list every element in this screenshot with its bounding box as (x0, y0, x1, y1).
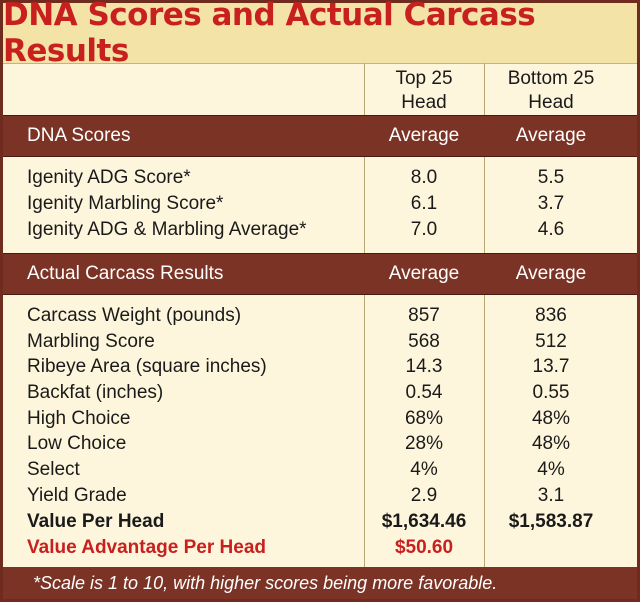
table-row: Select 4% 4% (3, 457, 637, 482)
row-label: Select (27, 459, 80, 480)
column-header-bottom25-line2: Head (528, 92, 574, 113)
row-label: Yield Grade (27, 485, 127, 506)
row-value-bottom: 3.7 (537, 193, 565, 214)
table-row: Yield Grade 2.9 3.1 (3, 483, 637, 508)
row-value-top: $50.60 (394, 537, 454, 558)
row-value-top: 14.3 (405, 356, 443, 377)
row-value-bottom: 3.1 (537, 485, 565, 506)
column-header-top25-line1: Top 25 (395, 68, 453, 89)
table-title: DNA Scores and Actual Carcass Results (3, 0, 637, 69)
row-value-top: 6.1 (410, 193, 438, 214)
section-title: Actual Carcass Results (27, 263, 224, 284)
table-row: High Choice 68% 48% (3, 406, 637, 431)
row-value-top: 857 (408, 305, 440, 326)
column-divider-right (484, 63, 485, 567)
table-row: Igenity ADG & Marbling Average* 7.0 4.6 (3, 217, 637, 242)
section-title: DNA Scores (27, 125, 131, 146)
column-divider-left (364, 63, 365, 567)
row-value-top: 0.54 (405, 382, 443, 403)
row-value-bottom: 4% (537, 459, 565, 480)
section-col1-label: Average (388, 125, 460, 146)
row-label: Value Advantage Per Head (27, 537, 267, 558)
row-value-bottom: 48% (531, 433, 571, 454)
row-value-top: 2.9 (410, 485, 438, 506)
row-value-bottom: 0.55 (532, 382, 570, 403)
row-value-bottom: 13.7 (532, 356, 570, 377)
table-row: Low Choice 28% 48% (3, 431, 637, 456)
row-value-top: 8.0 (410, 167, 438, 188)
table-row: Igenity Marbling Score* 6.1 3.7 (3, 191, 637, 216)
row-label: High Choice (27, 408, 131, 429)
section-band-dna-scores: DNA Scores Average Average (3, 115, 637, 157)
row-value-bottom: 836 (535, 305, 567, 326)
row-value-top: 4% (410, 459, 438, 480)
footnote: *Scale is 1 to 10, with higher scores be… (3, 567, 637, 599)
row-label: Igenity ADG Score* (27, 167, 191, 188)
row-value-top: 7.0 (410, 219, 438, 240)
column-header-bottom25-line1: Bottom 25 (507, 68, 595, 89)
row-label: Igenity Marbling Score* (27, 193, 224, 214)
section-col2-label: Average (515, 125, 587, 146)
section-band-carcass-results: Actual Carcass Results Average Average (3, 253, 637, 295)
column-header-top25-line2: Head (401, 92, 447, 113)
row-label: Carcass Weight (pounds) (27, 305, 242, 326)
row-value-top: 68% (404, 408, 444, 429)
column-header-top25: Top 25 Head (365, 67, 483, 115)
table-row-value-per-head: Value Per Head $1,634.46 $1,583.87 (3, 509, 637, 534)
row-value-bottom: $1,583.87 (508, 511, 594, 532)
table-row: Ribeye Area (square inches) 14.3 13.7 (3, 354, 637, 379)
row-label: Marbling Score (27, 331, 155, 352)
table-row: Marbling Score 568 512 (3, 329, 637, 354)
row-value-bottom: 4.6 (537, 219, 565, 240)
row-value-top: $1,634.46 (381, 511, 467, 532)
table-row: Igenity ADG Score* 8.0 5.5 (3, 165, 637, 190)
table-row-value-advantage: Value Advantage Per Head $50.60 (3, 535, 637, 560)
table-row: Backfat (inches) 0.54 0.55 (3, 380, 637, 405)
section-col1-label: Average (388, 263, 460, 284)
row-label: Low Choice (27, 433, 127, 454)
section-col2-label: Average (515, 263, 587, 284)
row-value-bottom: 48% (531, 408, 571, 429)
row-label: Backfat (inches) (27, 382, 164, 403)
row-label: Igenity ADG & Marbling Average* (27, 219, 307, 240)
row-label: Ribeye Area (square inches) (27, 356, 267, 377)
table-row: Carcass Weight (pounds) 857 836 (3, 303, 637, 328)
row-value-bottom: 5.5 (537, 167, 565, 188)
row-label: Value Per Head (27, 511, 165, 532)
row-value-bottom: 512 (535, 331, 567, 352)
row-value-top: 28% (404, 433, 444, 454)
row-value-top: 568 (408, 331, 440, 352)
column-header-bottom25: Bottom 25 Head (485, 67, 617, 115)
